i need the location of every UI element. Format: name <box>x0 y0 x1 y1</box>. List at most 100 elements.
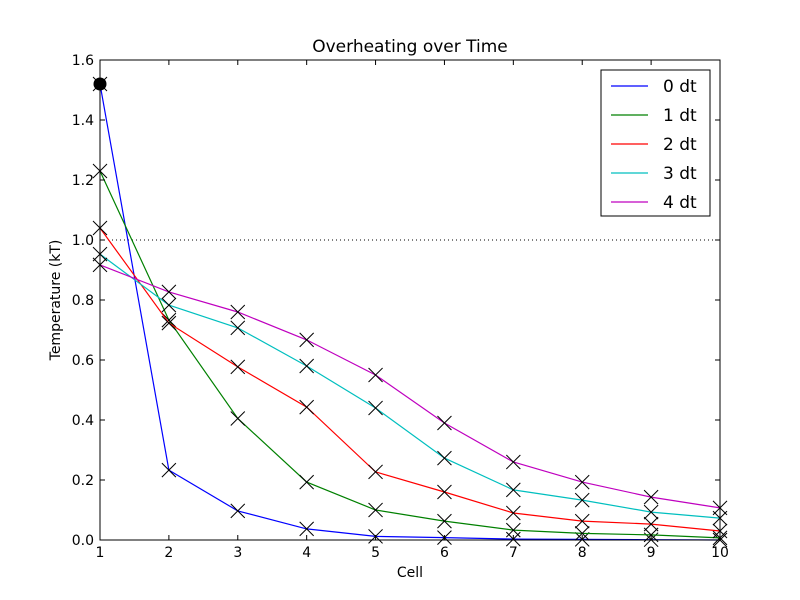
marker-stroke <box>437 513 452 529</box>
marker-stroke <box>437 484 452 500</box>
marker-stroke <box>368 502 383 518</box>
y-tick-label: 1.2 <box>72 173 94 189</box>
data-point-3-8 <box>643 504 659 520</box>
legend-label-0: 0 dt <box>663 77 697 97</box>
y-tick-label: 0.2 <box>72 473 94 489</box>
data-point-1-3 <box>299 474 315 490</box>
axes: 1 2 3 4 5 6 7 8 9 10 0.0 0.2 0.4 0.6 0.8 1.0 1.2 1.4 1.6 <box>72 53 729 561</box>
marker-stroke <box>161 462 177 478</box>
x-tick-label: 5 <box>371 545 380 561</box>
marker-stroke <box>574 513 590 529</box>
data-point-2-2 <box>230 359 246 375</box>
chart-title: Overheating over Time <box>312 37 508 57</box>
data-point-4-8 <box>643 489 659 505</box>
marker-stroke <box>299 358 315 374</box>
marker-stroke <box>505 454 521 470</box>
data-point-2-4 <box>368 464 383 480</box>
data-point-4-5 <box>437 415 452 431</box>
marker-stroke <box>574 526 590 541</box>
data-point-1-1 <box>161 312 177 328</box>
series-line-3 <box>99 253 721 519</box>
marker-stroke <box>643 489 659 505</box>
data-point-1-4 <box>368 502 383 518</box>
marker-stroke <box>437 415 452 431</box>
data-point-0-1 <box>161 462 177 478</box>
data-point-4-3 <box>299 332 315 348</box>
x-tick-label: 3 <box>233 545 242 561</box>
marker-stroke <box>230 320 246 336</box>
data-point-2-6 <box>505 505 521 521</box>
y-tick-label: 1.0 <box>72 233 94 249</box>
x-tick-label: 2 <box>164 545 173 561</box>
x-tick-label: 9 <box>647 545 656 561</box>
y-tick-label: 0.0 <box>72 533 94 549</box>
marker-stroke <box>230 359 246 375</box>
data-point-4-7 <box>574 474 590 490</box>
data-point-4-2 <box>230 304 246 320</box>
data-point-3-6 <box>505 482 521 498</box>
marker-stroke <box>161 284 177 300</box>
marker-stroke <box>574 492 590 508</box>
x-tick-label: 4 <box>302 545 311 561</box>
data-point-0-3 <box>299 521 315 537</box>
data-point-1-7 <box>574 526 590 541</box>
x-tick-label: 6 <box>440 545 449 561</box>
marker-stroke <box>230 304 246 320</box>
data-point-2-7 <box>574 513 590 529</box>
data-point-0-2 <box>230 503 246 519</box>
data-point-2-3 <box>299 399 315 415</box>
data-point-1-5 <box>437 513 452 529</box>
legend-label-3: 3 dt <box>663 164 697 184</box>
data-point-3-3 <box>299 358 315 374</box>
data-point-4-1 <box>161 284 177 300</box>
legend-label-1: 1 dt <box>663 106 697 126</box>
marker-stroke <box>643 516 659 532</box>
x-tick-label: 10 <box>711 545 729 561</box>
y-tick-label: 0.8 <box>72 293 94 309</box>
data-point-2-5 <box>437 484 452 500</box>
legend-label-4: 4 dt <box>663 193 697 213</box>
marker-stroke <box>368 464 383 480</box>
y-tick-label: 0.4 <box>72 413 94 429</box>
marker-stroke <box>161 297 177 313</box>
data-point-1-2 <box>230 411 246 426</box>
marker-stroke <box>643 504 659 520</box>
data-point-3-5 <box>437 450 452 466</box>
legend-label-2: 2 dt <box>663 135 697 155</box>
data-point-2-8 <box>643 516 659 532</box>
data-point-4-6 <box>505 454 521 470</box>
series-line-1 <box>99 170 721 539</box>
marker-stroke <box>505 482 521 498</box>
marker-stroke <box>505 522 521 538</box>
marker-stroke <box>230 503 246 519</box>
marker-stroke <box>368 367 383 383</box>
marker-stroke <box>299 399 315 415</box>
x-tick-label: 7 <box>509 545 518 561</box>
marker-stroke <box>505 505 521 521</box>
marker-stroke <box>574 474 590 490</box>
series-line-4 <box>99 264 721 509</box>
y-tick-label: 1.6 <box>72 53 94 69</box>
data-point-3-2 <box>230 320 246 336</box>
data-point-2-1 <box>161 315 177 331</box>
x-tick-label: 1 <box>96 545 105 561</box>
data-point-4-4 <box>368 367 383 383</box>
y-tick-label: 1.4 <box>72 113 94 129</box>
marker-stroke <box>230 411 246 426</box>
x-axis-label: Cell <box>397 565 423 581</box>
data-point-3-1 <box>161 297 177 313</box>
series-line-2 <box>99 227 721 532</box>
data-point-3-7 <box>574 492 590 508</box>
data-point-1-6 <box>505 522 521 538</box>
data-point-3-4 <box>368 400 383 416</box>
y-tick-label: 0.6 <box>72 353 94 369</box>
marker-stroke <box>368 400 383 416</box>
marker-stroke <box>161 315 177 331</box>
legend-box <box>600 69 711 217</box>
marker-stroke <box>299 332 315 348</box>
marker-stroke <box>161 312 177 328</box>
legend: 0 dt 1 dt 2 dt 3 dt 4 dt <box>600 69 711 217</box>
marker-stroke <box>299 474 315 490</box>
x-tick-label: 8 <box>578 545 587 561</box>
